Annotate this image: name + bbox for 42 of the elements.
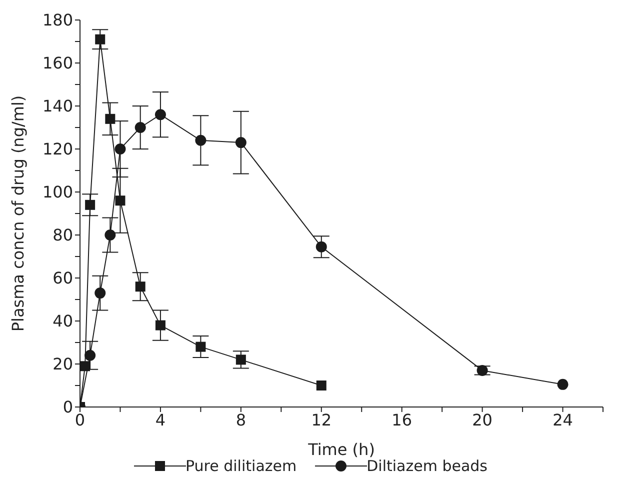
point: [195, 134, 206, 146]
y-axis-title: Plasma concn of drug (ng/ml): [8, 95, 28, 332]
point: [95, 34, 106, 44]
y-tick-label: 120: [42, 140, 73, 159]
y-tick-label: 60: [52, 268, 73, 288]
point: [105, 114, 116, 124]
point: [155, 320, 166, 330]
point: [316, 380, 326, 390]
y-tick-label: 180: [42, 10, 73, 30]
point: [114, 144, 126, 154]
point: [154, 109, 166, 120]
x-tick-label: 20: [472, 410, 492, 430]
legend-label: Pure dilitiazem: [186, 457, 297, 475]
x-axis-title: Time (h): [307, 440, 375, 459]
point: [80, 361, 90, 372]
x-tick-label: 24: [552, 410, 573, 430]
x-tick-label: 0: [74, 410, 86, 430]
point: [94, 288, 106, 299]
point: [316, 241, 327, 252]
point: [236, 354, 246, 365]
point: [134, 122, 146, 133]
x-tick-label: 4: [155, 410, 166, 430]
point: [115, 196, 126, 206]
x-tick-label: 16: [392, 410, 412, 430]
point: [104, 230, 116, 240]
y-tick-label: 80: [52, 226, 73, 245]
y-tick-label: 140: [42, 96, 73, 116]
point: [135, 282, 146, 292]
y-tick-label: 100: [42, 182, 73, 202]
legend-label: Diltiazem beads: [366, 457, 488, 475]
x-tick-label: 8: [236, 410, 246, 430]
y-tick-label: 0: [62, 398, 73, 417]
y-tick-label: 40: [52, 312, 73, 331]
point: [557, 378, 568, 390]
x-tick-label: 12: [311, 410, 332, 430]
y-tick-label: 160: [42, 54, 73, 73]
point: [84, 350, 96, 361]
point: [196, 342, 206, 352]
point: [235, 137, 246, 148]
y-tick-label: 20: [52, 354, 73, 374]
point: [85, 200, 96, 210]
point: [476, 364, 488, 376]
